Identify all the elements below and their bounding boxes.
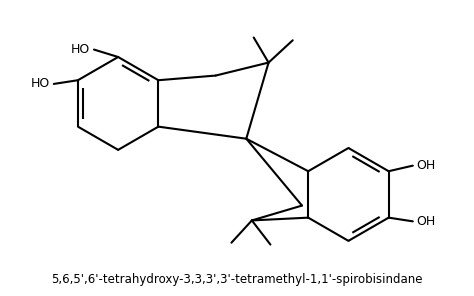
Text: OH: OH <box>417 159 436 172</box>
Text: HO: HO <box>71 43 90 56</box>
Text: 5,6,5',6'-tetrahydroxy-3,3,3',3'-tetramethyl-1,1'-spirobisindane: 5,6,5',6'-tetrahydroxy-3,3,3',3'-tetrame… <box>51 273 423 286</box>
Text: HO: HO <box>31 78 50 90</box>
Text: OH: OH <box>417 215 436 228</box>
